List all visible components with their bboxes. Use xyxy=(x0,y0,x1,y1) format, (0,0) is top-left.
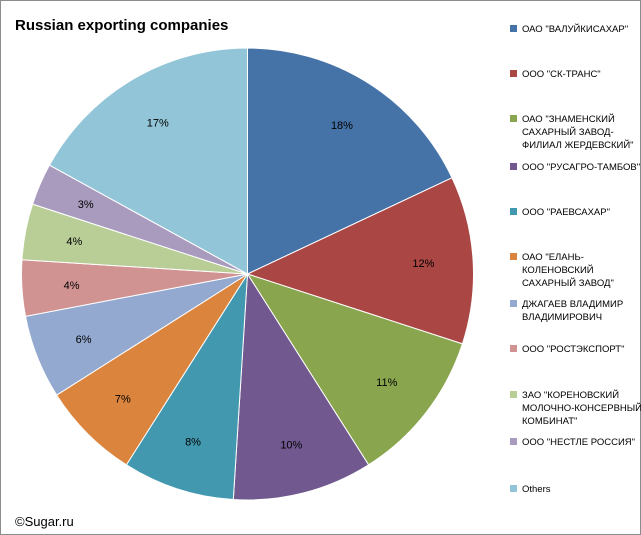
data-label-10: 3% xyxy=(78,199,94,211)
legend-swatch xyxy=(510,70,517,77)
pie-slice-3 xyxy=(246,273,464,466)
legend-swatch xyxy=(510,25,517,32)
legend-label: ДЖАГАЕВ ВЛАДИМИР ВЛАДИМИРОВИЧ xyxy=(522,299,624,323)
legend-label: ОАО "ВАЛУЙКИСАХАР" xyxy=(522,24,629,35)
legend: ОАО "ВАЛУЙКИСАХАР" ООО "СК-ТРАНС" ОАО "ЗНА… xyxy=(510,1,641,534)
legend-label: ООО "НЕСТЛЕ РОССИЯ" xyxy=(522,437,636,448)
legend-label: ООО "РУСАГРО-ТАМБОВ" xyxy=(522,162,641,173)
legend-swatch xyxy=(510,485,517,492)
legend-swatch xyxy=(510,391,517,398)
legend-swatch xyxy=(510,300,517,307)
data-label-4: 10% xyxy=(280,440,302,452)
data-label-2: 12% xyxy=(412,258,434,270)
legend-swatch xyxy=(510,253,517,260)
source-note: ©Sugar.ru xyxy=(15,514,74,529)
legend-label: ООО "РОСТЭКСПОРТ" xyxy=(522,344,625,355)
legend-label: ОАО "ЗНАМЕНСКИЙ САХАРНЫЙ ЗАВОД-ФИЛИАЛ ЖЕ… xyxy=(522,114,634,151)
legend-label: ЗАО "КОРЕНОВСКИЙ МОЛОЧНО-КОНСЕРВНЫЙ КОМБ… xyxy=(522,390,641,427)
data-label-11: 17% xyxy=(147,117,169,129)
legend-swatch xyxy=(510,208,517,215)
data-label-3: 11% xyxy=(376,377,397,389)
legend-swatch xyxy=(510,163,517,170)
legend-swatch xyxy=(510,345,517,352)
data-label-5: 8% xyxy=(185,437,201,449)
pie-chart: 18% 12% 11% 10% 8% 7% 6% 4% 4% 3% 17% xyxy=(21,47,474,501)
pie-slice-4 xyxy=(232,272,370,501)
pie-slice-5 xyxy=(125,273,248,501)
pie-slice-11 xyxy=(48,47,248,275)
data-label-7: 6% xyxy=(76,334,92,346)
legend-swatch xyxy=(510,115,517,122)
data-label-6: 7% xyxy=(115,394,131,406)
legend-swatch xyxy=(510,438,517,445)
chart-title: Russian exporting companies xyxy=(15,17,229,34)
legend-label: ООО "СК-ТРАНС" xyxy=(522,69,601,80)
data-label-8: 4% xyxy=(64,280,80,292)
data-label-1: 18% xyxy=(331,120,353,132)
legend-label: Others xyxy=(522,484,551,495)
legend-label: ОАО "ЕЛАНЬ-КОЛЕНОВСКИЙ САХАРНЫЙ ЗАВОД" xyxy=(522,252,614,289)
pie-slice-2 xyxy=(246,177,474,345)
data-label-9: 4% xyxy=(66,236,82,248)
pie-slice-1 xyxy=(247,47,453,275)
legend-label: ООО "РАЕВСАХАР" xyxy=(522,207,610,218)
